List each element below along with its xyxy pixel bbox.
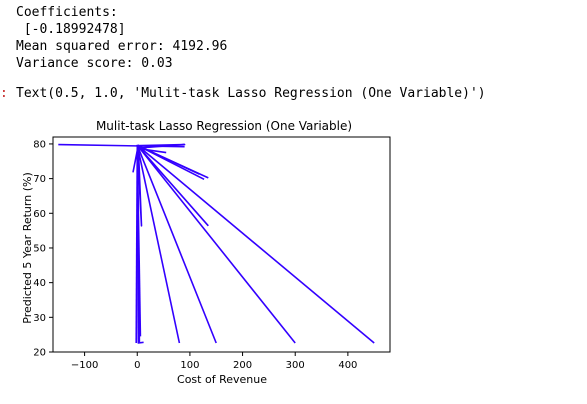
y-tick-label: 50 [33,243,46,254]
stdout-coefficients-value: [-0.18992478] [16,22,126,37]
y-tick-label: 30 [33,313,46,324]
y-tick-label: 70 [33,174,46,185]
stdout-variance: Variance score: 0.03 [16,56,173,71]
series-line-10 [136,144,209,227]
y-tick-label: 80 [33,139,46,150]
x-tick-label: 200 [233,360,252,371]
series-line-6 [136,144,375,344]
x-axis-label: Cost of Revenue [177,373,267,386]
series-lines [58,143,375,344]
stdout-mse: Mean squared error: 4192.96 [16,39,228,54]
x-tick-label: 400 [338,360,357,371]
series-line-1 [136,143,186,149]
chart-title: Mulit-task Lasso Regression (One Variabl… [96,119,352,133]
stdout-coefficients-label: Coefficients: [16,5,118,20]
y-tick-label: 40 [33,278,46,289]
y-axis-label: Predicted 5 Year Return (%) [21,172,34,323]
x-tick-label: −100 [71,360,98,371]
y-axis: 20 30 40 50 60 70 80 [33,139,53,359]
series-line-7 [136,144,296,344]
series-line-5 [136,144,209,179]
output-prompt: : [0,86,8,101]
series-line-9 [136,145,181,344]
x-tick-label: 100 [180,360,199,371]
x-axis: −100 0 100 200 300 400 [71,352,357,371]
series-line-15 [136,145,142,337]
x-tick-label: 0 [134,360,140,371]
y-tick-label: 20 [33,348,46,359]
series-line-8 [136,145,217,344]
execute-result-text: Text(0.5, 1.0, 'Mulit-task Lasso Regress… [16,86,486,101]
plot-area [52,136,391,353]
y-tick-label: 60 [33,209,46,220]
x-tick-label: 300 [286,360,305,371]
series-line-12 [136,145,143,227]
